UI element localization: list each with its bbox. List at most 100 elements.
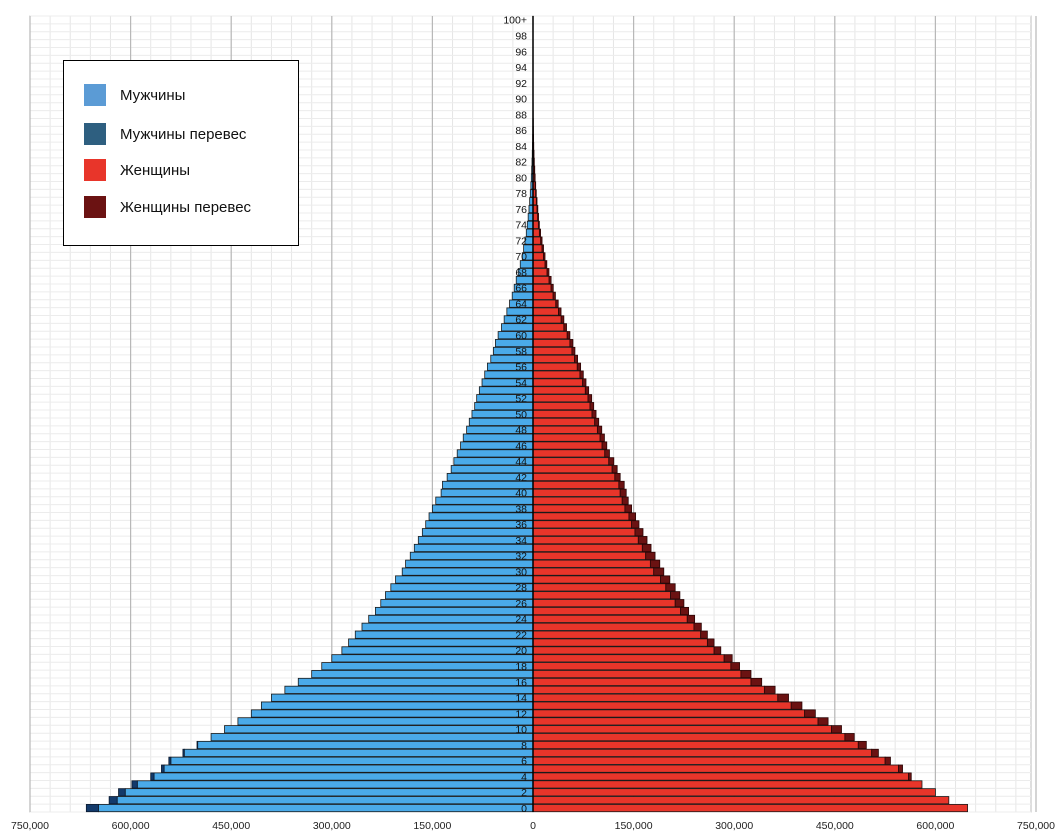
female-bar: [532, 402, 591, 411]
male-bar: [385, 591, 534, 600]
age-label: 78: [515, 188, 527, 200]
x-tick-label: 450,000: [212, 820, 250, 831]
female-excess-bar: [535, 189, 537, 198]
female-bar: [532, 685, 765, 694]
female-excess-bar: [693, 622, 702, 631]
chart-legend: Мужчины Мужчины перевес Женщины Женщины …: [63, 60, 299, 246]
male-bar: [284, 685, 534, 694]
female-excess-bar: [763, 685, 776, 694]
male-bar: [405, 559, 534, 568]
age-label: 34: [515, 535, 527, 547]
female-excess-bar: [641, 543, 652, 553]
female-excess-bar: [660, 575, 671, 584]
female-excess-bar: [670, 591, 681, 600]
female-bar: [532, 788, 936, 797]
female-excess-bar: [871, 748, 879, 757]
age-label: 94: [515, 62, 527, 74]
legend-label-male: Мужчины: [120, 86, 186, 104]
age-label: 74: [515, 220, 527, 232]
male-bar: [250, 709, 534, 718]
female-bar: [532, 575, 661, 584]
age-label: 64: [515, 298, 527, 310]
male-bar: [260, 701, 534, 710]
female-excess-bar: [884, 756, 891, 765]
female-bar: [532, 559, 651, 568]
female-bar: [532, 740, 859, 750]
female-excess-bar: [790, 701, 803, 710]
female-bar: [532, 551, 647, 560]
female-bar: [532, 772, 909, 781]
male-excess-bar: [150, 772, 155, 781]
age-label: 26: [515, 598, 527, 610]
female-excess-bar: [589, 402, 595, 411]
female-bar: [532, 425, 598, 434]
x-tick-label: 0: [530, 820, 536, 831]
male-bar: [98, 804, 534, 813]
legend-swatch-female: [84, 159, 106, 181]
age-label: 42: [515, 472, 527, 484]
female-bar: [532, 646, 715, 655]
female-excess-bar: [740, 670, 752, 679]
female-bar: [532, 252, 544, 261]
legend-label-female: Женщины: [120, 161, 191, 179]
age-label: 58: [515, 346, 527, 358]
x-tick-label: 300,000: [715, 820, 753, 831]
age-label: 12: [515, 708, 527, 720]
female-bar: [532, 362, 578, 371]
female-bar: [532, 323, 565, 332]
age-label: 50: [515, 409, 527, 421]
legend-item-male-excess: Мужчины перевес: [84, 122, 246, 146]
female-bar: [532, 630, 702, 639]
age-label: 20: [515, 645, 527, 657]
age-label: 0: [521, 803, 527, 815]
female-bar: [532, 591, 671, 600]
age-label: 98: [515, 31, 527, 43]
male-excess-bar: [182, 748, 185, 757]
female-excess-bar: [594, 417, 600, 426]
age-label: 86: [515, 125, 527, 137]
female-bar: [532, 512, 630, 521]
male-bar: [380, 599, 534, 608]
female-bar: [532, 228, 540, 237]
female-bar: [532, 417, 596, 426]
age-label: 40: [515, 488, 527, 500]
female-excess-bar: [750, 677, 763, 687]
female-bar: [532, 465, 613, 474]
x-tick-label: 300,000: [313, 820, 351, 831]
female-bar: [532, 268, 548, 277]
x-tick-label: 600,000: [916, 820, 954, 831]
age-label: 84: [515, 141, 527, 153]
female-excess-bar: [584, 386, 590, 395]
male-bar: [495, 339, 534, 348]
female-bar: [532, 677, 752, 687]
female-bar: [532, 283, 552, 292]
female-excess-bar: [542, 252, 546, 261]
female-bar: [532, 236, 542, 245]
female-excess-bar: [537, 212, 539, 222]
female-excess-bar: [831, 725, 842, 734]
male-bar: [368, 614, 534, 623]
male-bar: [321, 662, 534, 671]
male-excess-bar: [168, 756, 172, 765]
male-bar: [210, 733, 534, 742]
male-bar: [116, 796, 534, 805]
female-excess-bar: [634, 528, 644, 537]
age-label: 10: [515, 724, 527, 736]
female-bar: [532, 339, 571, 348]
female-bar: [532, 433, 601, 442]
legend-label-female-excess: Женщины перевес: [120, 198, 252, 216]
female-bar: [532, 244, 543, 253]
male-bar: [183, 748, 534, 757]
male-bar: [341, 646, 534, 655]
female-excess-bar: [686, 614, 696, 623]
legend-swatch-female-excess: [84, 196, 106, 218]
female-excess-bar: [541, 244, 544, 253]
female-excess-bar: [576, 362, 582, 371]
x-tick-label: 600,000: [112, 820, 150, 831]
male-bar: [525, 228, 534, 237]
male-bar: [493, 346, 534, 355]
female-excess-bar: [844, 733, 855, 742]
female-bar: [532, 394, 589, 403]
legend-swatch-male: [84, 84, 106, 106]
